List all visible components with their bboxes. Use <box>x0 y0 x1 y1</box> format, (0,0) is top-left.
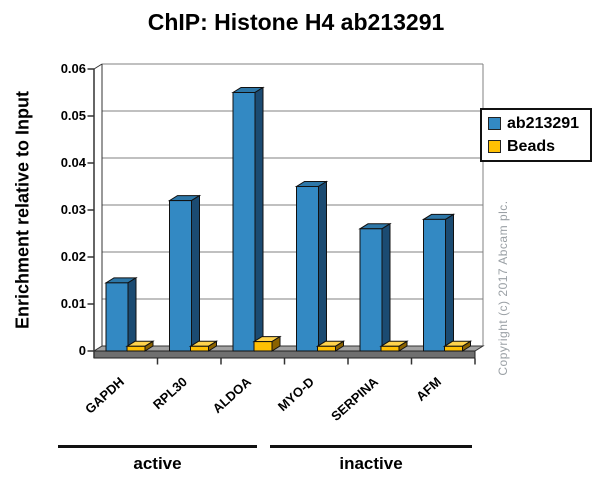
y-tick-label-0.06: 0.06 <box>60 61 86 76</box>
bar-side-ab213291-GAPDH <box>127 276 137 352</box>
bar-ab213291-GAPDH <box>105 282 129 352</box>
copyright-watermark: Copyright (c) 2017 Abcam plc. <box>496 200 510 376</box>
y-tick-label-0.05: 0.05 <box>60 108 86 123</box>
bar-side-ab213291-ALDOA <box>254 86 264 352</box>
bar-ab213291-AFM <box>423 218 446 352</box>
y-tick-label-0: 0 <box>78 343 86 358</box>
bar-Beads-AFM <box>444 345 463 352</box>
y-tick-label-0.01: 0.01 <box>60 296 86 311</box>
y-tick-label-0.04: 0.04 <box>60 155 86 170</box>
bar-side-ab213291-SERPINA <box>381 222 391 352</box>
wall-top-connector <box>93 63 103 70</box>
group-underline-inactive <box>270 445 472 448</box>
chart-title: ChIP: Histone H4 ab213291 <box>147 9 445 35</box>
legend-swatch-beads <box>488 140 501 153</box>
legend-item-beads: Beads <box>488 138 590 156</box>
group-label-active: active <box>133 454 182 473</box>
legend-label-beads: Beads <box>507 137 556 155</box>
y-tick-label-0.02: 0.02 <box>60 249 86 264</box>
bar-Beads-GAPDH <box>126 345 146 352</box>
bar-ab213291-RPL30 <box>169 200 192 352</box>
bar-ab213291-MYO-D <box>296 186 319 352</box>
y-tick-label-0.03: 0.03 <box>60 202 86 217</box>
bar-Beads-SERPINA <box>380 345 400 352</box>
bar-Beads-RPL30 <box>190 345 209 352</box>
legend: ab213291 Beads <box>480 108 592 162</box>
legend-swatch-antibody <box>488 117 501 130</box>
bar-side-ab213291-MYO-D <box>318 180 327 352</box>
bar-ab213291-SERPINA <box>359 228 383 352</box>
floor-front <box>93 350 476 359</box>
group-label-inactive: inactive <box>339 454 403 473</box>
bar-Beads-ALDOA <box>253 341 273 352</box>
group-underline-active <box>58 445 257 448</box>
bar-side-ab213291-RPL30 <box>191 194 200 352</box>
bar-ab213291-ALDOA <box>232 92 256 352</box>
legend-item-antibody: ab213291 <box>488 115 590 133</box>
bar-Beads-MYO-D <box>317 345 336 352</box>
legend-label-antibody: ab213291 <box>507 114 580 132</box>
bar-side-ab213291-AFM <box>445 213 454 352</box>
